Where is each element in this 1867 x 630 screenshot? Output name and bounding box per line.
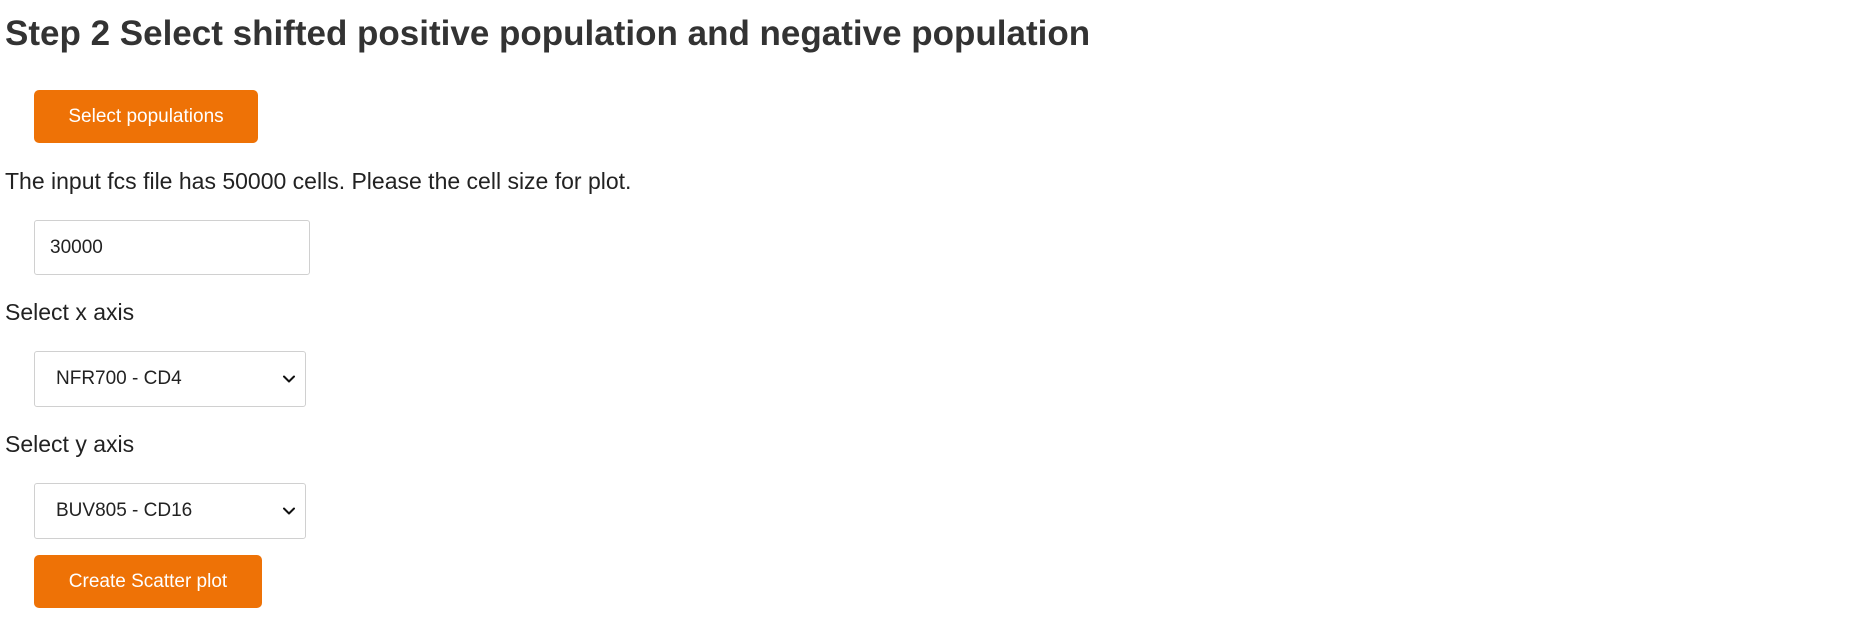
select-populations-button[interactable]: Select populations	[34, 90, 258, 143]
page-title: Step 2 Select shifted positive populatio…	[5, 14, 1091, 53]
y-axis-selected-value: BUV805 - CD16	[56, 500, 193, 521]
create-scatter-plot-button[interactable]: Create Scatter plot	[34, 555, 262, 608]
chevron-down-icon	[283, 375, 295, 383]
cell-count-info: The input fcs file has 50000 cells. Plea…	[5, 168, 632, 194]
cell-size-input[interactable]	[34, 220, 310, 275]
x-axis-selected-value: NFR700 - CD4	[56, 368, 182, 389]
x-axis-label: Select x axis	[5, 299, 135, 325]
x-axis-select[interactable]: NFR700 - CD4	[34, 351, 306, 407]
chevron-down-icon	[283, 507, 295, 515]
y-axis-label: Select y axis	[5, 431, 135, 457]
y-axis-select[interactable]: BUV805 - CD16	[34, 483, 306, 539]
